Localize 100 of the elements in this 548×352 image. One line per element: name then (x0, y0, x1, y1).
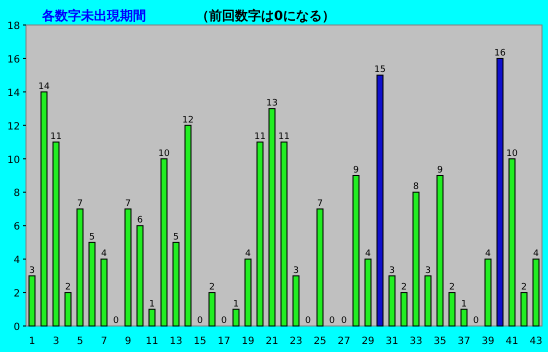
data-label: 0 (329, 316, 336, 326)
data-label: 3 (389, 266, 395, 276)
bar (280, 142, 288, 326)
bar (376, 74, 384, 326)
data-label: 0 (113, 316, 120, 326)
bar (40, 91, 48, 326)
x-tick-label: 39 (482, 336, 494, 347)
data-label: 9 (437, 166, 444, 176)
data-label: 4 (245, 249, 252, 260)
data-label: 13 (266, 98, 278, 109)
data-label: 10 (158, 148, 170, 159)
bar (412, 192, 420, 326)
bar (268, 108, 276, 326)
x-tick-label: 11 (146, 336, 158, 347)
bar (496, 58, 504, 326)
data-label: 11 (254, 132, 266, 142)
bar (400, 292, 408, 326)
x-tick-label: 5 (76, 336, 84, 347)
data-label: 7 (317, 198, 323, 209)
bar (388, 275, 396, 326)
data-label: 3 (29, 266, 35, 276)
x-tick-label: 3 (52, 336, 60, 347)
bar (484, 258, 492, 326)
x-tick-label: 7 (100, 336, 108, 347)
data-label: 11 (278, 132, 290, 142)
bar (148, 308, 156, 326)
bar (52, 142, 60, 326)
data-label: 1 (233, 299, 239, 310)
bar (532, 258, 540, 326)
data-label: 5 (173, 232, 179, 242)
bar (28, 275, 36, 326)
bar (64, 292, 72, 326)
data-label: 1 (149, 299, 155, 310)
x-tick-label: 37 (458, 336, 470, 347)
x-tick-label: 9 (124, 336, 132, 347)
bar (352, 175, 360, 326)
data-label: 14 (38, 82, 50, 92)
bar (520, 292, 528, 326)
bar (124, 208, 132, 326)
data-label: 0 (221, 316, 228, 326)
data-label: 8 (413, 182, 420, 192)
data-label: 9 (353, 166, 360, 176)
bar (184, 124, 192, 326)
y-tick-label: 10 (7, 154, 20, 166)
data-label: 1 (461, 299, 467, 310)
data-label: 4 (533, 249, 540, 260)
bar (232, 308, 240, 326)
x-tick-label: 1 (28, 336, 36, 347)
bar (76, 208, 84, 326)
x-tick-label: 43 (530, 336, 542, 347)
data-label: 3 (293, 266, 299, 276)
bar (292, 275, 300, 326)
bar (88, 242, 96, 326)
x-tick-label: 33 (410, 336, 422, 347)
x-tick-label: 25 (314, 336, 326, 347)
bar (508, 158, 516, 326)
data-label: 0 (197, 316, 204, 326)
x-tick-label: 35 (434, 336, 446, 347)
data-label: 4 (485, 249, 492, 260)
y-tick-label: 8 (14, 188, 20, 200)
data-label: 0 (341, 316, 348, 326)
data-label: 4 (101, 249, 108, 260)
x-tick-label: 19 (242, 336, 254, 347)
data-label: 5 (89, 232, 95, 242)
y-tick-label: 0 (14, 322, 20, 333)
x-tick-label: 13 (170, 336, 182, 347)
y-tick-label: 6 (14, 222, 20, 233)
data-label: 4 (365, 249, 372, 260)
chart-subtitle: （前回数字は0になる） (196, 8, 336, 24)
data-label: 11 (50, 132, 62, 142)
data-label: 10 (506, 148, 518, 159)
data-label: 12 (182, 115, 194, 126)
bar (100, 258, 108, 326)
y-tick-label: 4 (14, 255, 20, 266)
y-tick-label: 14 (7, 88, 20, 99)
chart-title: 各数字未出現期間 (41, 8, 146, 24)
bar (460, 308, 468, 326)
y-tick-label: 16 (7, 54, 20, 66)
data-label: 7 (77, 198, 83, 209)
bar (244, 258, 252, 326)
data-label: 2 (65, 282, 71, 293)
data-label: 2 (209, 282, 215, 293)
data-label: 16 (494, 48, 506, 58)
bar (136, 225, 144, 326)
bar (256, 142, 264, 326)
bar (160, 158, 168, 326)
bar (172, 242, 180, 326)
y-tick-label: 12 (7, 121, 20, 132)
y-tick-label: 18 (7, 21, 20, 32)
bar (364, 258, 372, 326)
bar (316, 208, 324, 326)
data-label: 7 (125, 198, 131, 209)
data-label: 2 (449, 282, 455, 293)
data-label: 0 (473, 316, 480, 326)
data-label: 0 (305, 316, 312, 326)
x-tick-label: 29 (362, 336, 374, 347)
bar (208, 292, 216, 326)
x-tick-label: 17 (218, 336, 230, 347)
data-label: 2 (521, 282, 527, 293)
x-tick-label: 21 (266, 336, 278, 347)
